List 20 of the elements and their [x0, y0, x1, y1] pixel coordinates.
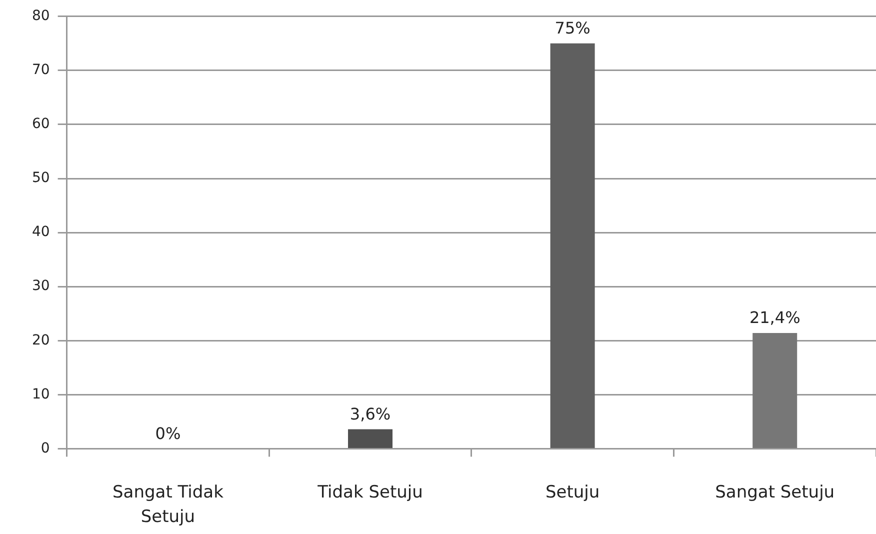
y-tick-label: 20: [32, 332, 50, 348]
data-label: 3,6%: [350, 404, 391, 424]
data-label: 21,4%: [749, 308, 800, 328]
data-label: 0%: [155, 424, 181, 443]
y-tick-label: 60: [32, 116, 50, 132]
y-tick-label: 80: [32, 8, 50, 24]
y-tick-label: 30: [32, 278, 50, 294]
y-tick-label: 50: [32, 170, 50, 186]
bar: [752, 333, 798, 448]
x-tick-label: Tidak Setuju: [316, 482, 423, 502]
y-tick-label: 40: [32, 224, 50, 240]
bar: [348, 429, 393, 448]
x-tick-label: Sangat Setuju: [715, 482, 835, 502]
y-tick-label: 10: [32, 386, 50, 402]
y-tick-label: 0: [40, 440, 50, 456]
bar: [550, 43, 595, 448]
x-tick-label: Setuju: [545, 482, 600, 502]
x-tick-label: Sangat Tidak Setuju: [112, 482, 224, 528]
data-label: 75%: [554, 18, 590, 38]
y-tick-label: 70: [32, 62, 50, 78]
